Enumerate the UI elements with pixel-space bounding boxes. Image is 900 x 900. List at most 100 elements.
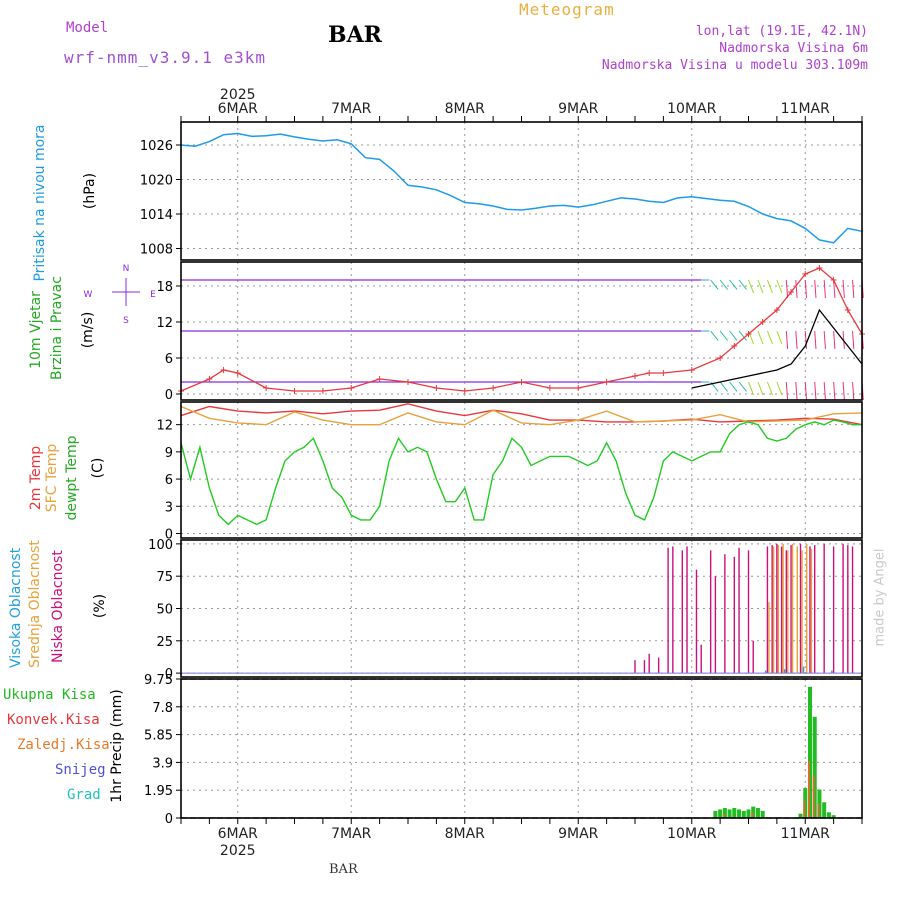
wind-barb	[748, 381, 755, 396]
ytick-label: 0	[165, 527, 173, 542]
compass-n-label: N	[123, 264, 130, 274]
wind-barb	[729, 330, 738, 341]
ytick-label: 3	[165, 500, 173, 515]
precip-total-bar	[755, 808, 760, 818]
precip-total-bar	[722, 808, 727, 818]
ytick-label: 18	[156, 280, 173, 295]
wind-barb	[814, 279, 817, 298]
lonlat-label: lon,lat (19.1E, 42.1N)	[695, 24, 868, 39]
panel-frame-4	[180, 678, 863, 819]
ytick-label: 12	[156, 316, 173, 331]
wind-barb	[833, 330, 836, 349]
year-label-top: 2025	[220, 87, 256, 103]
ytick-label: 1026	[140, 139, 173, 154]
precip-total-bar	[741, 810, 746, 818]
ytick-label: 1008	[140, 243, 173, 258]
wind-barb	[823, 330, 826, 349]
precip-total-bar	[732, 808, 737, 818]
xtick-label-bottom: 10MAR	[667, 826, 716, 842]
wind-barb	[766, 279, 773, 294]
wind-barb	[785, 330, 789, 349]
wind-barb	[852, 279, 855, 298]
wind-barb	[785, 279, 789, 298]
ytick-label: 7.8	[152, 701, 173, 716]
panel-frame-2	[180, 401, 863, 539]
wind-barb	[804, 381, 808, 400]
xtick-label-top: 7MAR	[331, 101, 372, 117]
wind-barb	[776, 381, 783, 396]
wind-barb	[757, 330, 764, 345]
precip-total-bar	[831, 815, 836, 818]
wind-barb	[785, 381, 789, 400]
model-name: wrf-nmm_v3.9.1 e3km	[64, 48, 267, 67]
ytick-label: 9.75	[144, 673, 173, 688]
xtick-label-bottom: 7MAR	[331, 826, 372, 842]
ytick-label: 6	[165, 473, 173, 488]
xtick-label-top: 6MAR	[218, 101, 259, 117]
ytick-label: 6	[165, 352, 173, 367]
legend-konvek-kisa: Konvek.Kisa	[7, 712, 100, 728]
ytick-label: 100	[148, 538, 173, 553]
xtick-label-bottom: 9MAR	[558, 826, 599, 842]
wind-barb	[804, 279, 808, 298]
wind-barb	[719, 330, 728, 341]
precip-convective-bar	[722, 813, 725, 818]
wind-barb	[729, 381, 738, 392]
legend-grad: Grad	[67, 787, 101, 803]
temp-2m-line	[180, 403, 863, 426]
wind-barb	[814, 330, 817, 349]
temp-sfc-line	[180, 405, 863, 426]
wind-barb	[814, 381, 817, 400]
model-elevation-label: Nadmorska Visina u modelu 303.109m	[601, 58, 868, 73]
panel-frame-1	[180, 261, 863, 401]
ytick-label: 0	[165, 812, 173, 827]
precip-total-bar	[812, 716, 817, 818]
dewpoint-line	[180, 419, 862, 526]
precip-total-bar	[826, 812, 831, 818]
precip-total-bar	[798, 813, 803, 818]
wind-barb	[823, 381, 826, 400]
ytick-label: 25	[156, 635, 173, 650]
precip-total-bar	[807, 686, 812, 818]
ytick-label: 0	[165, 667, 173, 682]
panel-frame-0	[180, 121, 863, 261]
wind-barb	[738, 279, 747, 290]
wind-gust-line	[691, 308, 863, 389]
station-title: BAR	[328, 22, 382, 48]
precip-convective-bar	[803, 800, 806, 818]
xtick-label-top: 9MAR	[558, 101, 599, 117]
wind-speed-line	[180, 267, 863, 392]
legend-snijeg: Snijeg	[55, 762, 106, 778]
ytick-label: 0	[165, 388, 173, 403]
wind-barb	[710, 279, 719, 290]
wind-barb	[852, 330, 855, 349]
wind-barb	[795, 381, 798, 400]
pressure-line	[180, 132, 863, 244]
precip-total-bar	[713, 810, 718, 818]
wind-barb	[823, 279, 826, 298]
wind-barb	[852, 381, 855, 400]
wind-barb	[795, 279, 798, 298]
ytick-label: 9	[165, 446, 173, 461]
xtick-label-bottom: 6MAR	[218, 826, 259, 842]
wind-barb	[719, 279, 728, 290]
precip-total-bar	[760, 810, 765, 818]
wind-barb	[842, 279, 845, 298]
wind-barb	[795, 330, 798, 349]
wind-barb	[776, 330, 783, 345]
model-label: Model	[66, 20, 109, 36]
year-label-bottom: 2025	[220, 843, 256, 859]
legend-zaledj-kisa: Zaledj.Kisa	[17, 737, 110, 753]
panel-frame-3	[180, 539, 863, 678]
ytick-label: 1014	[140, 208, 173, 223]
ytick-label: 5.85	[144, 729, 173, 744]
chart-title: Meteogram	[519, 0, 615, 19]
precip-convective-bar	[807, 760, 810, 818]
elevation-label: Nadmorska Visina 6m	[719, 41, 868, 56]
ytick-label: 3.9	[152, 756, 173, 771]
precip-total-bar	[822, 802, 827, 818]
wind-barb	[738, 381, 747, 392]
wind-barb	[738, 330, 747, 341]
precip-convective-bar	[812, 775, 815, 818]
